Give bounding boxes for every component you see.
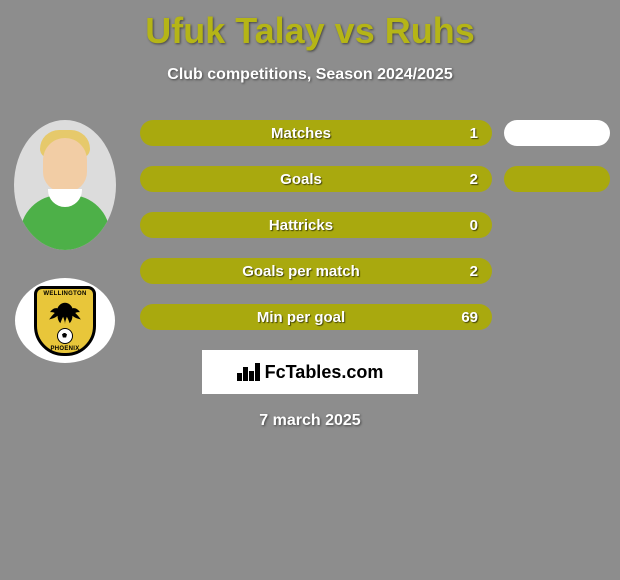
soccer-ball-icon <box>57 328 73 344</box>
stat-value-left: 0 <box>448 217 478 234</box>
stat-row: Min per goal69 <box>140 304 610 330</box>
stats-list: Matches1Goals2Hattricks0Goals per match2… <box>140 120 610 330</box>
player-avatar <box>14 120 116 250</box>
stat-pill-left: Matches1 <box>140 120 492 146</box>
stat-label: Matches <box>154 125 448 142</box>
stat-pill-left: Hattricks0 <box>140 212 492 238</box>
club-name-top: WELLINGTON <box>43 291 86 297</box>
stat-row: Goals2 <box>140 166 610 192</box>
stat-value-left: 1 <box>448 125 478 142</box>
club-badge: WELLINGTON PHOENIX <box>15 278 115 363</box>
club-shield: WELLINGTON PHOENIX <box>34 286 96 356</box>
stat-label: Goals per match <box>154 263 448 280</box>
avatar-jersey <box>20 195 110 250</box>
brand-badge[interactable]: FcTables.com <box>202 350 418 394</box>
left-column: WELLINGTON PHOENIX <box>10 120 120 363</box>
footer-date: 7 march 2025 <box>0 412 620 430</box>
stat-row: Hattricks0 <box>140 212 610 238</box>
eagle-icon <box>46 299 84 327</box>
stat-value-left: 2 <box>448 263 478 280</box>
stat-label: Goals <box>154 171 448 188</box>
stat-value-left: 2 <box>448 171 478 188</box>
page-subtitle: Club competitions, Season 2024/2025 <box>0 66 620 84</box>
brand-text: FcTables.com <box>265 362 384 383</box>
avatar-head <box>43 138 87 192</box>
stat-label: Min per goal <box>154 309 448 326</box>
stat-row: Matches1 <box>140 120 610 146</box>
stat-pill-left: Min per goal69 <box>140 304 492 330</box>
content-area: WELLINGTON PHOENIX Matches1Goals2Hattric… <box>0 120 620 430</box>
bars-icon <box>237 363 259 381</box>
page-title: Ufuk Talay vs Ruhs <box>0 0 620 52</box>
stat-pill-right <box>504 166 610 192</box>
stat-pill-left: Goals2 <box>140 166 492 192</box>
stat-pill-right <box>504 120 610 146</box>
club-name-bottom: PHOENIX <box>50 346 79 352</box>
stat-value-left: 69 <box>448 309 478 326</box>
stat-label: Hattricks <box>154 217 448 234</box>
stat-pill-left: Goals per match2 <box>140 258 492 284</box>
stat-row: Goals per match2 <box>140 258 610 284</box>
